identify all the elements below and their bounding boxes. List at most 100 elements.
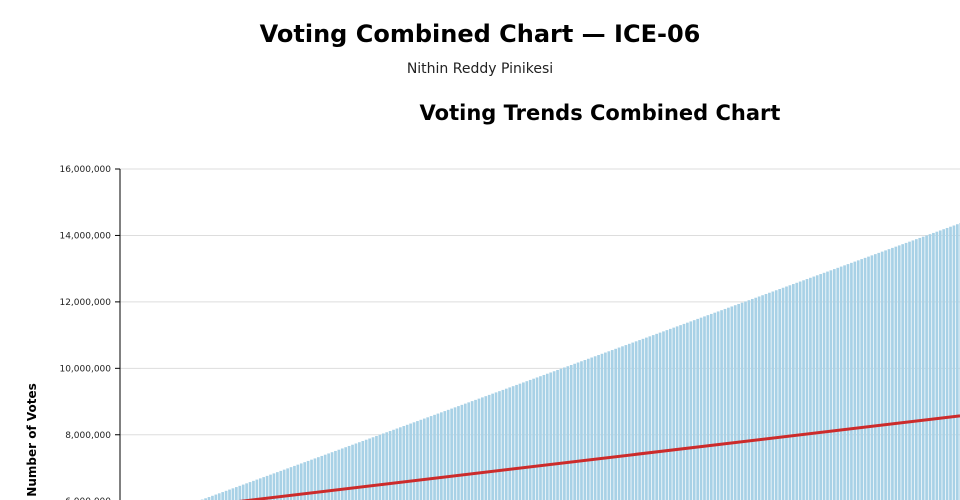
bar [556,369,559,500]
bar [563,367,566,500]
bar [737,303,741,500]
bar [631,342,635,500]
bar [877,252,881,500]
bar [494,392,498,500]
bar [925,235,928,500]
bar [368,438,371,500]
bar [515,384,518,500]
bar [597,355,600,500]
bar [269,474,272,500]
bar [293,465,296,500]
bar [399,427,402,500]
bar [337,449,341,500]
bar [740,302,744,500]
bar [614,348,617,500]
bar [361,440,365,500]
bar [897,245,901,500]
bar [433,414,436,500]
bar [600,353,604,500]
bar [791,284,795,500]
bar [286,468,289,500]
bar [764,293,768,500]
bar [662,331,665,500]
bar [511,386,515,500]
bar [668,328,672,500]
bar [334,450,337,500]
author-subtitle: Nithin Reddy Pinikesi [406,61,554,77]
bar [856,260,860,500]
bar [245,483,248,500]
bar [241,484,245,500]
bar [754,297,758,500]
bar [713,312,717,500]
bar [573,363,576,500]
bar [665,330,669,500]
bar [843,265,846,500]
bar [921,236,925,500]
bar [720,310,723,500]
bar [645,337,648,500]
bar [313,458,317,500]
bar [422,418,426,500]
bar [771,291,775,500]
bar [460,404,464,500]
bar [863,257,867,500]
bar [686,322,689,500]
bar [358,442,361,500]
bar [928,234,932,500]
bar [426,417,430,500]
bar [409,423,412,500]
bar [860,259,864,500]
bar [774,290,778,500]
bar [303,462,307,500]
bar [228,489,231,500]
bar [679,325,682,500]
bar [815,275,819,500]
bar [395,428,399,500]
bar [604,352,607,500]
bar [405,424,409,500]
bar [491,393,494,500]
bar [436,413,440,500]
bar [904,242,908,500]
bar [330,452,334,500]
bar [224,490,228,500]
bar [949,226,952,500]
bar [378,434,382,500]
bar [812,276,816,500]
bar [354,443,358,500]
bar [901,244,905,500]
bar [282,469,286,500]
bar [682,323,686,500]
bar [375,436,378,500]
bar [829,270,833,500]
bar [443,411,447,500]
bar [217,493,221,500]
page-title: Voting Combined Chart — ICE-06 [259,20,701,48]
bar [648,336,652,500]
bar [381,433,385,500]
bar [525,381,529,500]
bar [887,249,891,500]
bar [559,368,563,500]
bar [457,406,460,500]
bar [672,327,676,500]
bar [723,308,727,500]
bar [655,333,659,500]
bar [272,473,276,500]
y-tick-label: 6,000,000 [65,497,111,500]
bar [689,321,693,500]
bar [675,326,679,500]
bar [470,401,474,500]
bar [388,431,392,500]
bar [839,266,843,500]
bar [279,470,283,500]
bar [932,232,935,500]
bar [545,373,549,500]
bar [552,371,556,500]
bar [778,289,782,500]
bar [703,316,706,500]
bar [392,429,395,500]
bar [238,485,242,500]
